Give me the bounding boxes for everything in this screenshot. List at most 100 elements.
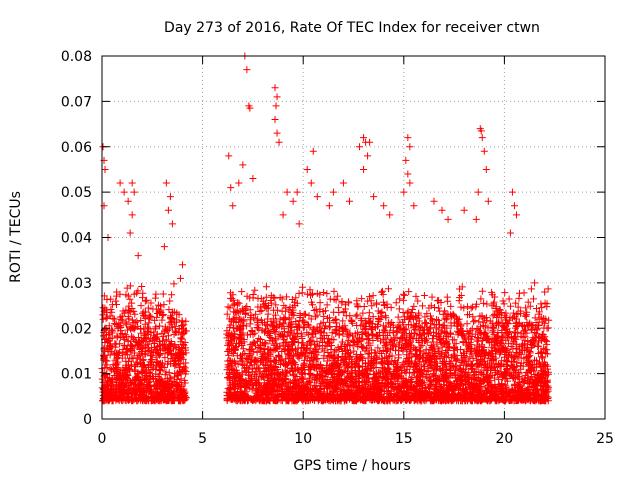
data-point	[112, 393, 120, 401]
data-point	[113, 349, 121, 357]
data-point	[116, 368, 124, 376]
data-point	[251, 286, 259, 294]
data-point	[147, 358, 155, 366]
data-point	[323, 301, 331, 309]
data-point	[151, 336, 159, 344]
data-point	[345, 299, 353, 307]
data-point	[181, 379, 189, 387]
data-point	[164, 350, 172, 358]
data-point	[515, 294, 523, 302]
data-point	[150, 396, 158, 404]
data-point	[108, 396, 116, 404]
data-point	[168, 323, 176, 331]
data-point	[171, 387, 179, 395]
data-point	[162, 326, 170, 334]
data-point	[103, 313, 111, 321]
data-point	[164, 358, 172, 366]
data-point	[156, 322, 164, 330]
data-point	[117, 315, 125, 323]
data-point	[99, 315, 107, 323]
data-point	[531, 314, 539, 322]
data-point	[170, 280, 178, 288]
data-point	[159, 393, 167, 401]
data-point	[316, 299, 324, 307]
data-point	[178, 317, 186, 325]
data-point	[121, 309, 129, 317]
data-point	[133, 375, 141, 383]
data-point	[444, 297, 452, 305]
data-point	[131, 367, 139, 375]
data-point	[180, 397, 188, 405]
data-point	[141, 320, 149, 328]
data-point	[162, 368, 170, 376]
data-point	[299, 283, 307, 291]
data-point	[133, 354, 141, 362]
data-point	[137, 329, 145, 337]
data-point	[180, 321, 188, 329]
data-point	[178, 344, 186, 352]
data-point	[115, 373, 123, 381]
data-point	[327, 345, 335, 353]
data-point	[166, 297, 174, 305]
data-point	[394, 313, 402, 321]
data-point	[171, 327, 179, 335]
data-point	[109, 376, 117, 384]
data-point	[161, 354, 169, 362]
data-point	[126, 354, 134, 362]
data-point	[152, 362, 160, 370]
data-point	[544, 285, 552, 293]
data-point	[428, 335, 436, 343]
data-point	[123, 390, 131, 398]
data-point	[300, 317, 308, 325]
data-point	[131, 324, 139, 332]
data-point	[131, 310, 139, 318]
data-point	[139, 363, 147, 371]
data-point	[153, 313, 161, 321]
data-point	[130, 349, 138, 357]
data-point	[467, 304, 475, 312]
data-point	[384, 285, 392, 293]
data-point	[151, 294, 159, 302]
data-point	[168, 291, 176, 299]
data-point	[262, 293, 270, 301]
data-point	[243, 302, 251, 310]
data-point	[113, 301, 121, 309]
data-point	[167, 392, 175, 400]
data-point	[408, 305, 416, 313]
data-point	[422, 319, 430, 327]
data-point	[137, 317, 145, 325]
data-point	[141, 297, 149, 305]
data-point	[542, 349, 550, 357]
data-point	[104, 347, 112, 355]
data-point	[154, 349, 162, 357]
data-point	[133, 342, 141, 350]
data-point	[141, 314, 149, 322]
data-point	[137, 302, 145, 310]
data-point	[137, 348, 145, 356]
data-point	[133, 317, 141, 325]
data-point	[119, 391, 127, 399]
data-point	[131, 390, 139, 398]
data-point	[105, 386, 113, 394]
data-point	[501, 289, 509, 297]
data-point	[246, 306, 254, 314]
data-point	[146, 370, 154, 378]
data-point	[123, 321, 131, 329]
data-point	[142, 341, 150, 349]
data-point	[538, 304, 546, 312]
data-point	[121, 366, 129, 374]
data-point	[123, 284, 131, 292]
data-point	[102, 306, 110, 314]
data-point	[175, 391, 183, 399]
data-point	[330, 287, 338, 295]
data-point	[372, 349, 380, 357]
data-point	[173, 316, 181, 324]
data-point	[541, 299, 549, 307]
data-point	[150, 374, 158, 382]
data-point	[179, 389, 187, 397]
data-point	[107, 295, 115, 303]
data-point	[142, 308, 150, 316]
data-point	[334, 292, 342, 300]
data-point	[152, 353, 160, 361]
data-point	[414, 297, 422, 305]
